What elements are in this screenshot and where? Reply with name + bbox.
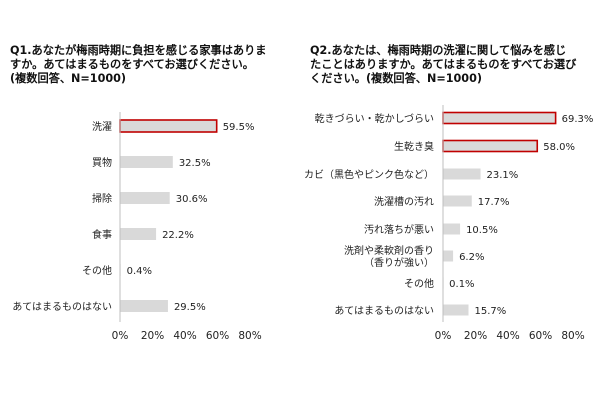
category-label: 買物 (92, 156, 112, 169)
x-tick-label: 60% (206, 330, 229, 342)
x-tick-label: 20% (464, 330, 487, 342)
bar (443, 304, 469, 316)
category-label: 掃除 (92, 192, 112, 205)
category-label: （香りが強い） (364, 256, 434, 269)
bar (120, 156, 173, 168)
category-label: あてはまるものはない (12, 301, 112, 313)
bar-highlighted (119, 119, 218, 133)
x-tick-label: 80% (238, 330, 261, 342)
data-label: 0.4% (127, 266, 152, 277)
category-label: その他 (404, 277, 434, 290)
chart-title: Q1.あなたが梅雨時期に負担を感じる家事はありま すか。あてはまるものをすべてお… (10, 44, 290, 86)
data-label: 58.0% (543, 142, 575, 153)
category-label: 汚れ落ちが悪い (364, 223, 434, 236)
chart-title: Q2.あなたは、梅雨時期の洗濯に関して悩みを感じ たことはありますか。あてはまる… (310, 44, 590, 86)
data-label: 0.1% (449, 279, 474, 290)
x-tick-label: 60% (529, 330, 552, 342)
chart-title-line: ください。(複数回答、N=1000) (310, 72, 482, 85)
data-label: 15.7% (475, 306, 507, 317)
x-tick-label: 20% (141, 330, 164, 342)
data-label: 10.5% (466, 225, 498, 236)
data-label: 17.7% (478, 197, 510, 208)
category-label: 生乾き臭 (394, 140, 434, 153)
bar-chart-q1: 59.5% 洗濯 32.5% 買物 30.6% 掃除 22.2% 食事 0.4% その他 29.5%… (12, 112, 262, 342)
data-label: 29.5% (174, 302, 206, 313)
category-label: 洗濯 (92, 121, 112, 133)
category-label: 食事 (92, 228, 112, 241)
x-tick-label: 40% (173, 330, 196, 342)
chart-title-line: (複数回答、N=1000) (10, 72, 127, 85)
data-label: 6.2% (459, 252, 484, 263)
chart-title-line: Q2.あなたは、梅雨時期の洗濯に関して悩みを感じ (310, 44, 567, 57)
data-label: 32.5% (179, 158, 211, 169)
x-tick-label: 0% (435, 330, 452, 342)
data-label: 59.5% (223, 122, 255, 133)
bar (443, 250, 454, 262)
x-tick-label: 0% (112, 330, 129, 342)
data-label: 22.2% (162, 230, 194, 241)
bar (120, 192, 170, 204)
bar-highlighted (442, 111, 557, 125)
data-label: 23.1% (487, 170, 519, 181)
bar-chart-q2: 69.3% 乾きづらい・乾かしづらい 58.0% 生乾き臭 23.1% カビ（黒色やピンク… (304, 105, 594, 342)
x-tick-label: 40% (496, 330, 519, 342)
category-label: その他 (82, 264, 112, 277)
bar (443, 168, 481, 180)
bar-highlighted (442, 139, 539, 153)
category-label: 乾きづらい・乾かしづらい (315, 112, 434, 125)
bar (120, 228, 157, 240)
bar (443, 223, 461, 235)
chart-title-line: すか。あてはまるものをすべてお選びください。 (10, 58, 254, 71)
data-label: 69.3% (562, 114, 594, 125)
bar (120, 300, 168, 312)
data-label: 30.6% (176, 194, 208, 205)
bar (443, 195, 472, 207)
category-label: 洗剤や柔軟剤の香り (344, 244, 434, 257)
category-label: カビ（黒色やピンク色など） (304, 168, 434, 181)
category-label: あてはまるものはない (334, 305, 434, 317)
category-label: 洗濯槽の汚れ (374, 195, 434, 208)
x-tick-label: 80% (561, 330, 584, 342)
chart-title-line: たことはありますか。あてはまるものをすべてお選び (310, 58, 577, 71)
chart-title-line: Q1.あなたが梅雨時期に負担を感じる家事はありま (10, 44, 267, 57)
